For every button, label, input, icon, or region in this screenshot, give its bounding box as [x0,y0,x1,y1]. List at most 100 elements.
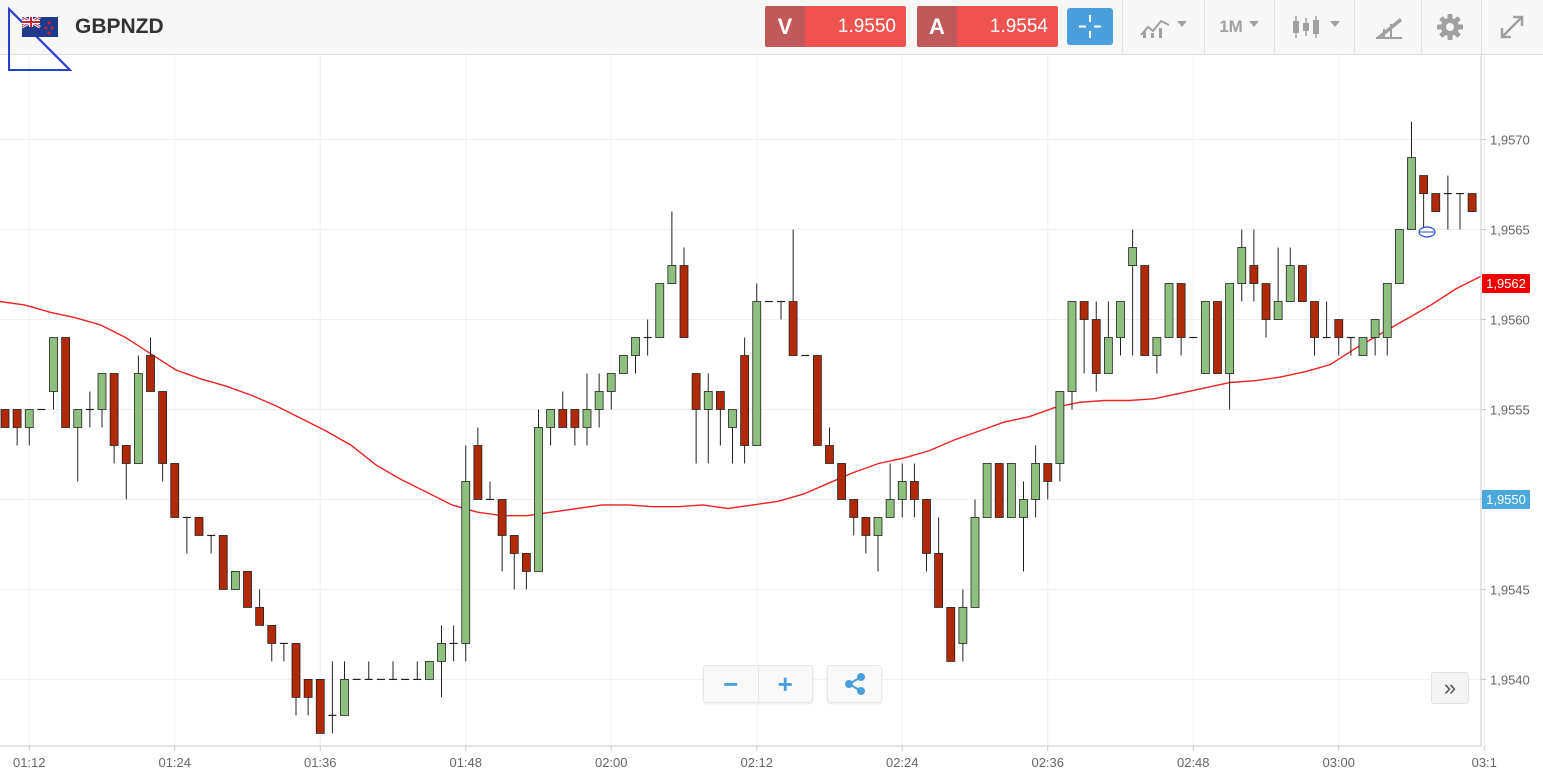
buy-button[interactable]: A 1.9554 [917,6,1058,47]
candle-body [1067,301,1077,392]
candle-body [958,607,968,644]
candle-body [24,409,34,428]
candle [255,589,265,626]
candle-body [461,481,471,644]
candle [1285,247,1295,302]
candle-body [1419,175,1429,194]
candle-body [1407,157,1416,230]
share-button[interactable] [827,665,882,703]
candle-body [691,373,701,410]
candle [449,625,458,662]
candle [897,463,907,518]
candle-body [158,391,168,464]
candle-body [606,373,616,392]
candle-body [315,679,325,734]
settings-button[interactable] [1430,10,1470,44]
candle [1091,301,1101,392]
zoom-controls: − + [703,665,813,703]
candle-body [49,337,58,392]
candle [437,625,446,698]
candle-style-button[interactable] [1283,10,1347,44]
candle-body [1431,193,1441,212]
candle-body [946,607,956,662]
candle-body [715,391,725,410]
candle-body [1297,265,1307,302]
chart-type-button[interactable] [1133,10,1193,44]
current-price-tag: 1,9550 [1482,490,1530,509]
share-icon [844,673,865,695]
candle-body [594,391,604,410]
candle-body [1358,337,1368,356]
buy-price: 1.9554 [957,6,1058,47]
candle [1225,283,1235,410]
timeframe-button[interactable]: 1M [1209,10,1269,44]
candle-body [1091,319,1101,374]
candle [97,373,107,428]
candle-body [703,391,713,410]
candlestick-icon [1293,16,1319,38]
candle-body [424,661,434,680]
candle [1006,463,1016,518]
candle-body [934,553,944,608]
scroll-to-latest-button[interactable]: » [1431,672,1469,704]
candle-body [1382,283,1392,338]
candle [1322,301,1331,339]
fullscreen-button[interactable] [1490,10,1534,44]
x-tick-label: 02:36 [1031,755,1064,770]
candle-body [1079,301,1089,320]
candle-body [1103,337,1113,374]
candle-body [218,535,228,590]
candle-body [837,463,847,500]
candle [315,679,325,734]
candle-body [667,265,677,284]
candle-body [752,301,762,446]
candle [328,661,337,734]
zoom-out-button[interactable]: − [723,668,739,699]
candle-body [1394,229,1404,284]
crosshair-icon [1079,15,1101,38]
candle [509,535,519,590]
candle-body [922,499,931,554]
candle-body [897,481,907,500]
candle-body [1285,265,1295,302]
candle [1358,337,1368,356]
candle [1079,301,1089,374]
currency-flag-icon [22,17,58,37]
candle [486,481,494,501]
candle-body [728,409,737,428]
candle [230,571,240,590]
candle [667,211,677,284]
candle-body [1334,319,1344,338]
candle-body [1164,283,1174,338]
zoom-in-button[interactable]: + [777,668,793,699]
candle-body [546,409,556,428]
candle [1382,283,1392,356]
x-tick-label: 02:48 [1177,755,1210,770]
x-tick-label: 01:48 [449,755,482,770]
crosshair-button[interactable] [1067,8,1113,45]
candle-body [1006,463,1016,518]
candle-body [582,409,592,428]
candle [1103,301,1113,374]
candle [1128,229,1138,356]
drawing-tools-button[interactable] [1364,10,1414,44]
candle [364,661,373,681]
candle [497,499,507,572]
candle [61,337,71,428]
sell-button[interactable]: V 1.9550 [765,6,906,47]
candle [521,553,531,590]
candle [631,337,640,374]
candle-body [1273,301,1283,320]
candle [49,337,58,410]
candle-body [861,517,871,536]
x-tick-label: 01:36 [304,755,337,770]
candle [582,373,592,446]
toolbar-divider [1204,0,1205,55]
candle-body [1116,301,1125,338]
candle [558,391,568,428]
candle-body [534,427,543,572]
candle [861,517,871,554]
candle [885,463,895,518]
candle [1140,265,1150,356]
